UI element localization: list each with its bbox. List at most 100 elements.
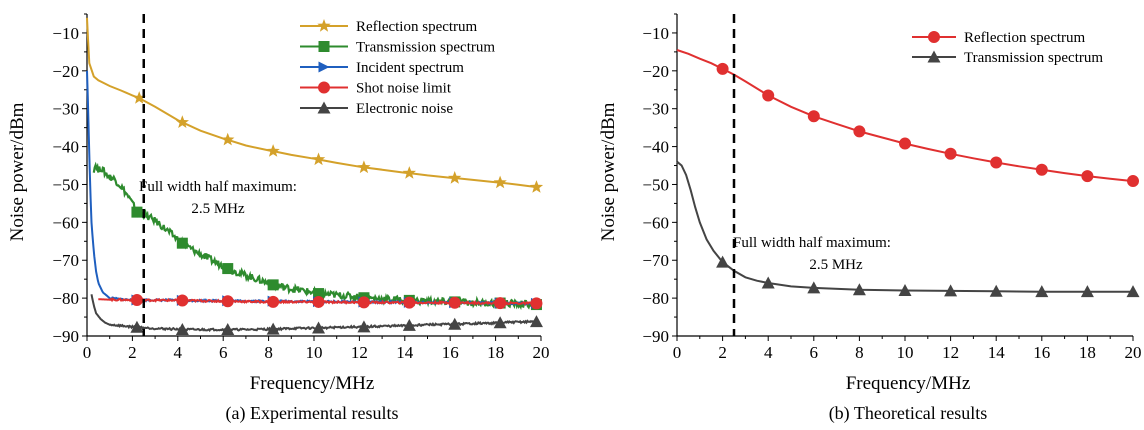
y-tick-label: −50 [52, 175, 79, 194]
x-axis-title-b: Frequency/MHz [846, 373, 971, 394]
series-marker-reflection-spectrum [1081, 170, 1094, 183]
y-tick-label: −80 [642, 289, 669, 308]
y-tick-label: −60 [642, 213, 669, 232]
x-tick-label: 10 [306, 343, 323, 362]
x-tick-label: 14 [988, 343, 1006, 362]
x-tick-label: 2 [718, 343, 727, 362]
legend-marker [317, 19, 331, 32]
series-marker-reflection-spectrum [132, 91, 146, 104]
y-tick-label: −30 [52, 100, 79, 119]
y-tick-label: −80 [52, 289, 79, 308]
series-marker-reflection-spectrum [807, 110, 820, 123]
series-line-electronic-noise [90, 294, 537, 333]
y-tick-label: −20 [52, 62, 79, 81]
series-marker-transmission-spectrum [1080, 285, 1094, 298]
legend-label: Transmission spectrum [964, 50, 1103, 66]
fwhm-annotation-a-line2: 2.5 MHz [191, 201, 245, 217]
x-tick-label: 4 [174, 343, 183, 362]
series-marker-transmission-spectrum [852, 283, 866, 296]
x-tick-label: 0 [673, 343, 682, 362]
x-tick-label: 16 [1033, 343, 1050, 362]
series-line-transmission-spectrum [676, 160, 1133, 293]
series-marker-electronic-noise [266, 322, 280, 335]
plot-area-b: 0 2 4 6 8 10 12 14 16 18 20 −90 −80 −70 −60 −50 −40 −30 −2… [642, 13, 1142, 362]
caption-b: (b) Theoretical results [829, 403, 988, 424]
series-marker-reflection-spectrum [448, 171, 462, 184]
series-marker-electronic-noise [448, 317, 462, 330]
fwhm-annotation-a-line1: Full width half maximum: [139, 179, 297, 195]
series-marker-transmission-spectrum [313, 288, 325, 300]
x-tick-label: 10 [897, 343, 914, 362]
series-marker-transmission-spectrum [131, 206, 143, 218]
y-tick-label: −90 [52, 327, 79, 346]
plot-area-a: 0 2 4 6 8 10 12 14 16 18 20 −90 −80 −70 −60 −50 −40 −30 −2… [52, 13, 550, 362]
series-marker-reflection-spectrum [402, 166, 416, 179]
x-tick-label: 2 [128, 343, 137, 362]
panel-experimental: 0 2 4 6 8 10 12 14 16 18 20 −90 −80 −70 −60 −50 −40 −30 −2… [7, 13, 550, 424]
series-marker-shot-noise-limit [221, 295, 234, 308]
series-marker-transmission-spectrum [716, 255, 730, 268]
series-marker-shot-noise-limit [130, 294, 143, 307]
panel-theoretical: 0 2 4 6 8 10 12 14 16 18 20 −90 −80 −70 −60 −50 −40 −30 −2… [598, 13, 1142, 424]
series-marker-transmission-spectrum [1035, 285, 1049, 298]
series-marker-reflection-spectrum [944, 147, 957, 160]
y-tick-label: −10 [52, 24, 79, 43]
legend-label: Shot noise limit [356, 81, 452, 97]
x-tick-label: 12 [351, 343, 368, 362]
series-marker-reflection-spectrum [266, 144, 280, 157]
series-marker-shot-noise-limit [176, 294, 189, 307]
y-tick-label: −90 [642, 327, 669, 346]
y-axis-title-b: Noise power/dBm [598, 102, 619, 241]
x-tick-label: 6 [219, 343, 228, 362]
series-marker-electronic-noise [175, 323, 189, 336]
series-marker-shot-noise-limit [267, 295, 280, 308]
y-tick-label: −50 [642, 175, 669, 194]
y-tick-label: −30 [642, 100, 669, 119]
x-tick-label: 6 [810, 343, 819, 362]
series-marker-reflection-spectrum [221, 132, 235, 146]
series-marker-reflection-spectrum [357, 160, 371, 174]
legend-marker [927, 50, 941, 63]
legend-label: Transmission spectrum [356, 40, 495, 56]
series-marker-reflection-spectrum [311, 152, 326, 166]
x-tick-label: 8 [264, 343, 273, 362]
y-tick-label: −20 [642, 62, 669, 81]
series-marker-reflection-spectrum [716, 62, 729, 75]
y-tick-label: −40 [642, 138, 669, 157]
series-marker-electronic-noise [221, 323, 235, 336]
x-tick-label: 8 [855, 343, 864, 362]
series-marker-transmission-spectrum [807, 281, 821, 294]
legend-marker [928, 31, 940, 43]
x-tick-label: 20 [533, 343, 550, 362]
series-marker-reflection-spectrum [1035, 163, 1048, 176]
y-tick-label: −60 [52, 213, 79, 232]
y-axis-title-a: Noise power/dBm [7, 102, 28, 241]
legend-b: Reflection spectrum Transmission spectrum [912, 30, 1103, 66]
series-marker-reflection-spectrum [493, 175, 507, 189]
fwhm-annotation-b-line2: 2.5 MHz [809, 257, 863, 273]
series-marker-electronic-noise [130, 320, 144, 333]
legend-marker [317, 101, 331, 114]
y-tick-label: −70 [642, 251, 669, 270]
series-marker-shot-noise-limit [403, 296, 416, 309]
legend-marker [318, 41, 330, 52]
x-tick-label: 4 [764, 343, 773, 362]
series-marker-shot-noise-limit [312, 295, 325, 308]
legend-label: Incident spectrum [356, 60, 464, 76]
y-tick-label: −70 [52, 251, 79, 270]
legend-a: Reflection spectrum Transmission spectrum… [300, 19, 495, 117]
series-marker-transmission-spectrum [898, 284, 912, 297]
x-tick-label: 16 [442, 343, 459, 362]
series-marker-shot-noise-limit [494, 297, 507, 310]
x-tick-label: 0 [83, 343, 92, 362]
series-marker-shot-noise-limit [357, 296, 370, 309]
x-axis-title-a: Frequency/MHz [250, 373, 375, 394]
series-line-reflection-spectrum [676, 49, 1134, 183]
series-marker-shot-noise-limit [530, 297, 543, 310]
series-marker-transmission-spectrum [222, 263, 234, 275]
series-marker-transmission-spectrum [267, 279, 279, 291]
series-marker-reflection-spectrum [1127, 175, 1139, 188]
series-marker-transmission-spectrum [176, 237, 188, 249]
series-marker-electronic-noise [357, 320, 371, 333]
